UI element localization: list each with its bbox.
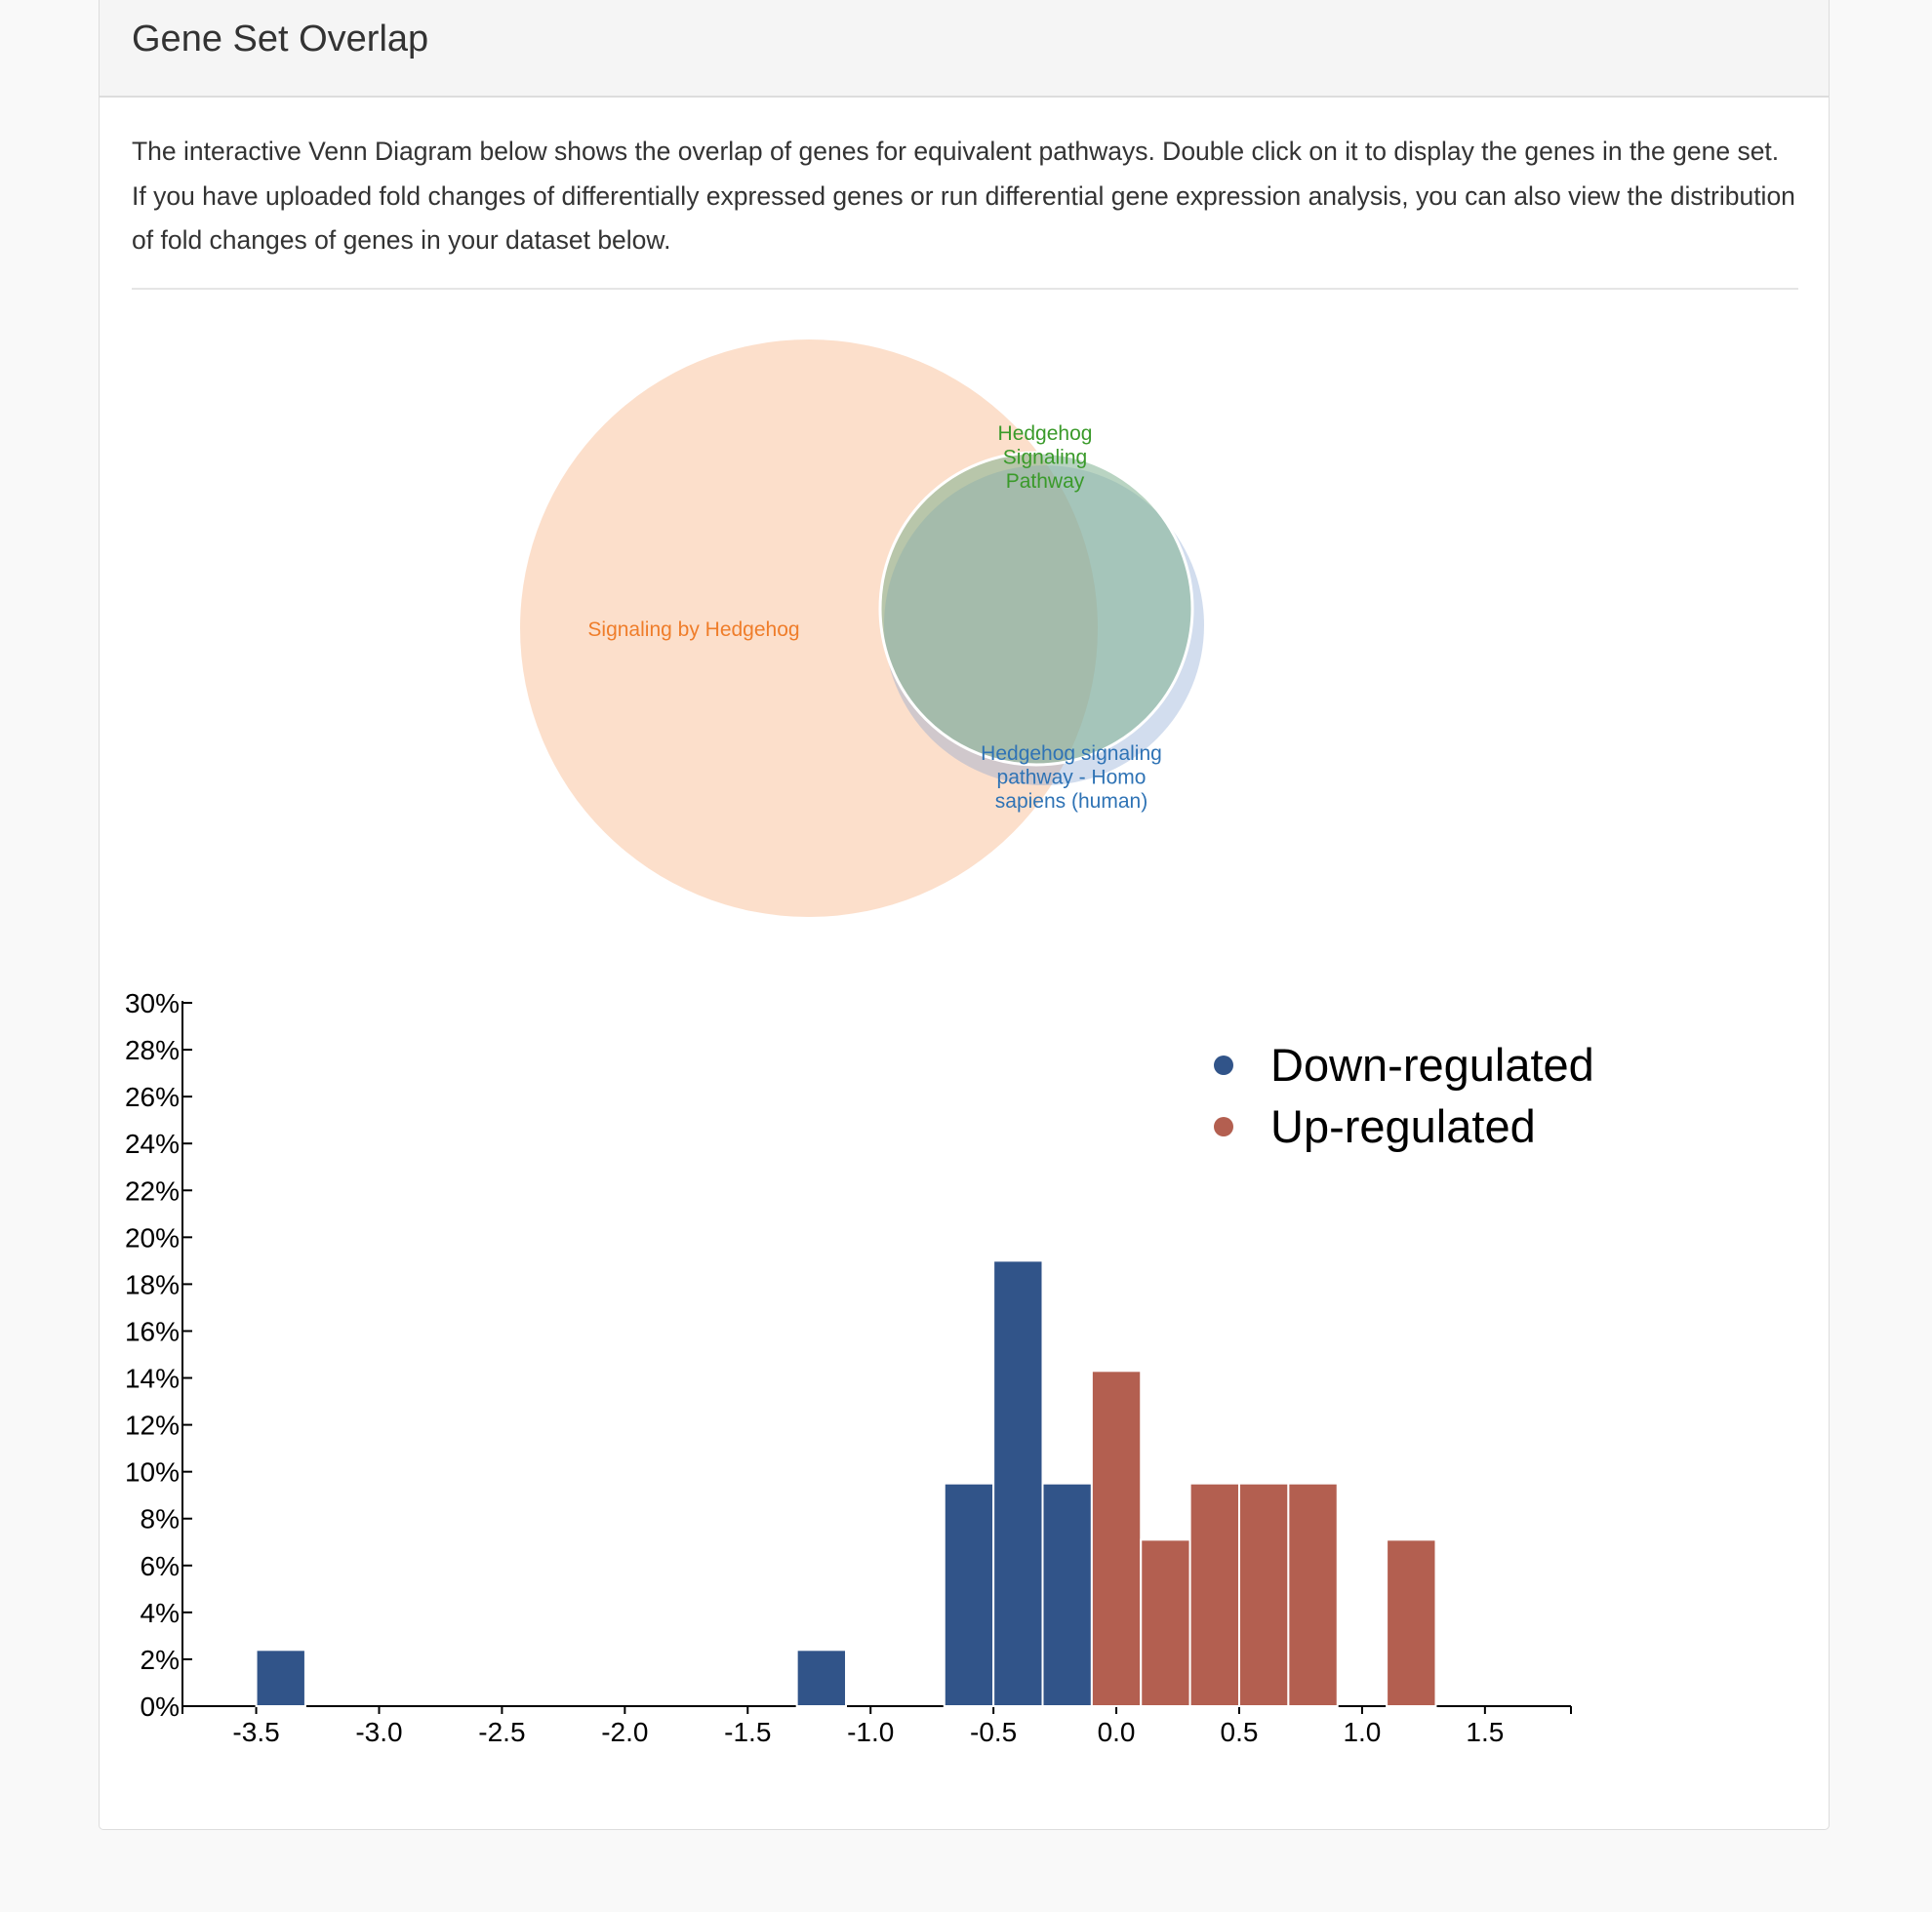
x-tick-label: -1.0 (847, 1717, 894, 1747)
histogram-bar-down[interactable] (992, 1259, 1044, 1708)
histogram-bars (255, 1259, 1437, 1708)
venn-label-signaling-by-hedgehog: Signaling by Hedgehog (587, 618, 799, 641)
histogram-bar-up[interactable] (1140, 1538, 1191, 1707)
y-tick-label: 24% (125, 1129, 180, 1159)
histogram-bar-down[interactable] (255, 1649, 306, 1707)
venn-diagram[interactable]: Signaling by Hedgehog Hedgehog Signaling P… (0, 0, 1932, 976)
legend-marker-down (1214, 1056, 1233, 1075)
y-tick-label: 22% (125, 1175, 180, 1206)
x-tick-label: 1.5 (1466, 1717, 1504, 1747)
x-tick-label: -2.5 (478, 1717, 525, 1747)
panel-body: The interactive Venn Diagram below shows… (100, 98, 1829, 290)
y-tick-label: 4% (141, 1598, 180, 1628)
y-tick-label: 10% (125, 1457, 180, 1488)
legend: Down-regulated Up-regulated (1214, 1039, 1594, 1152)
histogram-bar-up[interactable] (1090, 1370, 1143, 1708)
y-tick-label: 8% (141, 1504, 180, 1534)
venn-label-hedgehog-pathway-homo-sapiens: Hedgehog signaling pathway - Homo sapiens … (981, 742, 1162, 813)
x-tick-label: 1.0 (1343, 1717, 1381, 1747)
panel-heading: Gene Set Overlap (100, 0, 1829, 98)
y-tick-label: 0% (141, 1692, 180, 1722)
legend-label-up: Up-regulated (1270, 1100, 1536, 1152)
x-tick-label: -2.0 (601, 1717, 648, 1747)
y-tick-label: 6% (141, 1551, 180, 1581)
histogram-bar-up[interactable] (1386, 1538, 1437, 1707)
histogram-bar-up[interactable] (1287, 1482, 1339, 1708)
y-tick-label: 28% (125, 1035, 180, 1065)
x-tick-label: -1.5 (724, 1717, 771, 1747)
histogram-bar-up[interactable] (1188, 1482, 1240, 1708)
y-tick-label: 2% (141, 1645, 180, 1675)
histogram-bar-down[interactable] (795, 1649, 848, 1707)
y-tick-label: 30% (125, 988, 180, 1018)
histogram-bar-down[interactable] (943, 1482, 995, 1708)
y-tick-label: 16% (125, 1316, 180, 1346)
legend-marker-up (1214, 1117, 1233, 1136)
venn-label-hedgehog-signaling-pathway: Hedgehog Signaling Pathway (998, 422, 1093, 493)
y-tick-label: 26% (125, 1082, 180, 1112)
x-tick-label: 0.5 (1221, 1717, 1259, 1747)
histogram-bar-up[interactable] (1237, 1482, 1290, 1708)
x-tick-label: -3.0 (355, 1717, 402, 1747)
x-tick-label: -3.5 (232, 1717, 279, 1747)
y-tick-label: 12% (125, 1411, 180, 1441)
x-axis: -3.5 -3.0 -2.5 -2.0 -1.5 -1.0 -0.5 0.0 0.5 1.0 1.5 (181, 1705, 1572, 1747)
legend-label-down: Down-regulated (1270, 1039, 1594, 1091)
panel-description: The interactive Venn Diagram below shows… (132, 137, 1795, 255)
divider (132, 287, 1798, 290)
y-tick-label: 14% (125, 1364, 180, 1394)
x-tick-label: 0.0 (1098, 1717, 1136, 1747)
panel-title: Gene Set Overlap (132, 19, 429, 60)
venn-circle-hedgehog-signaling-pathway[interactable] (878, 451, 1194, 767)
x-tick-label: -0.5 (970, 1717, 1017, 1747)
y-tick-label: 20% (125, 1222, 180, 1253)
y-tick-label: 18% (125, 1269, 180, 1299)
histogram-bar-down[interactable] (1041, 1482, 1093, 1708)
y-axis: 0% 2% 4% 6% 8% 10% 12% 14% 16% 18% 20% 22% 24% 26% 28%… (125, 988, 192, 1722)
